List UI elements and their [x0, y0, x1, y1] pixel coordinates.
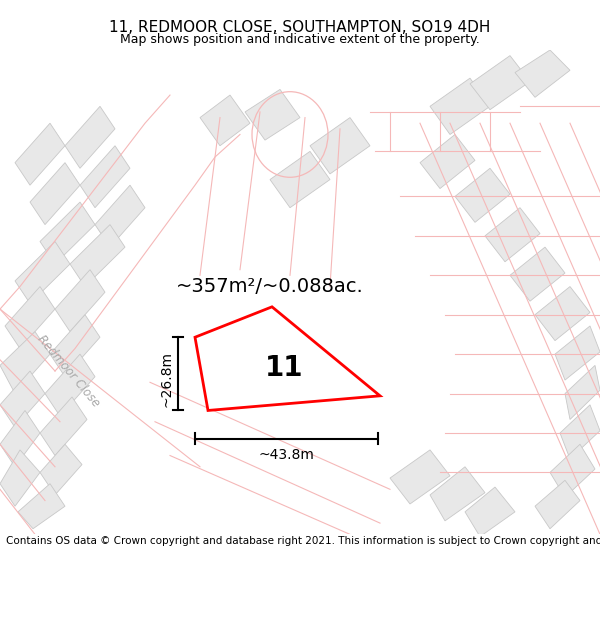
Polygon shape: [420, 134, 475, 189]
Polygon shape: [65, 106, 115, 168]
Polygon shape: [565, 366, 600, 419]
Polygon shape: [95, 185, 145, 247]
Polygon shape: [535, 286, 590, 341]
Polygon shape: [50, 315, 100, 377]
Polygon shape: [0, 411, 40, 467]
Text: ~357m²/~0.088ac.: ~357m²/~0.088ac.: [176, 277, 364, 296]
Polygon shape: [200, 95, 250, 146]
Text: Contains OS data © Crown copyright and database right 2021. This information is : Contains OS data © Crown copyright and d…: [6, 536, 600, 546]
Polygon shape: [5, 286, 55, 349]
Polygon shape: [45, 354, 95, 416]
Polygon shape: [0, 371, 45, 428]
Polygon shape: [195, 307, 380, 411]
Polygon shape: [40, 202, 95, 264]
Polygon shape: [0, 332, 50, 394]
Polygon shape: [270, 151, 330, 208]
Polygon shape: [80, 146, 130, 208]
Text: 11: 11: [265, 354, 303, 382]
Polygon shape: [30, 162, 80, 224]
Polygon shape: [485, 208, 540, 262]
Polygon shape: [40, 444, 82, 495]
Polygon shape: [390, 450, 450, 504]
Polygon shape: [550, 444, 595, 498]
Polygon shape: [465, 487, 515, 537]
Text: ~43.8m: ~43.8m: [259, 448, 314, 462]
Polygon shape: [560, 405, 600, 459]
Polygon shape: [455, 168, 510, 222]
Polygon shape: [70, 224, 125, 286]
Polygon shape: [15, 241, 70, 304]
Polygon shape: [15, 123, 65, 185]
Text: Redmoor Close: Redmoor Close: [34, 332, 102, 409]
Polygon shape: [40, 397, 87, 456]
Polygon shape: [55, 269, 105, 332]
Polygon shape: [515, 50, 570, 98]
Text: ~26.8m: ~26.8m: [159, 351, 173, 408]
Text: 11, REDMOOR CLOSE, SOUTHAMPTON, SO19 4DH: 11, REDMOOR CLOSE, SOUTHAMPTON, SO19 4DH: [109, 20, 491, 35]
Polygon shape: [470, 56, 530, 110]
Polygon shape: [430, 78, 490, 134]
Polygon shape: [245, 89, 300, 140]
Polygon shape: [555, 326, 600, 380]
Polygon shape: [0, 450, 40, 506]
Polygon shape: [310, 118, 370, 174]
Polygon shape: [18, 484, 65, 529]
Polygon shape: [510, 247, 565, 301]
Polygon shape: [430, 467, 485, 521]
Text: Map shows position and indicative extent of the property.: Map shows position and indicative extent…: [120, 32, 480, 46]
Polygon shape: [535, 480, 580, 529]
